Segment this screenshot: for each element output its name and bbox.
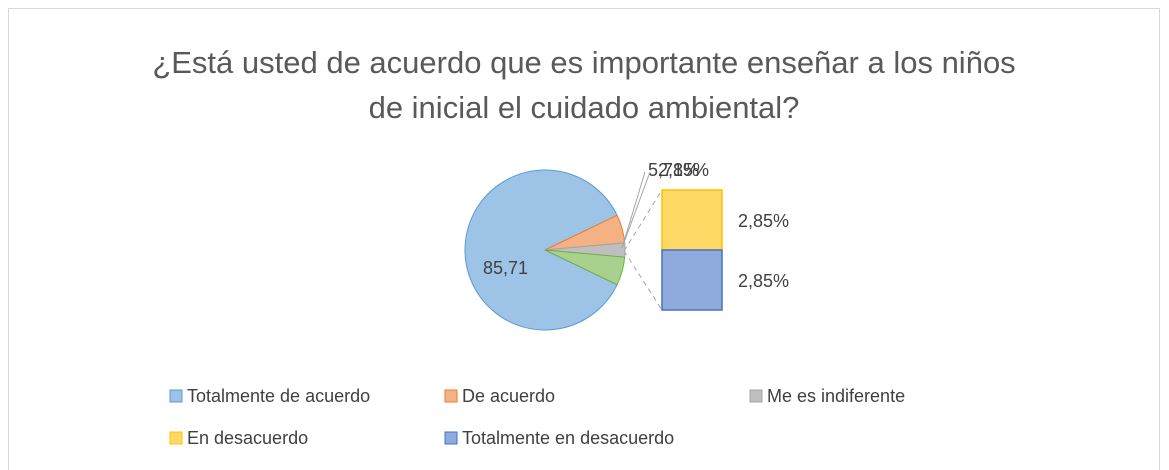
legend-swatch (169, 389, 183, 403)
legend-label: Me es indiferente (767, 386, 905, 406)
pie-other-slice (544, 249, 626, 286)
pie-slice (464, 169, 618, 331)
legend-label: De acuerdo (462, 386, 555, 406)
legend-swatch (444, 389, 458, 403)
connector (623, 189, 663, 252)
leader-line (621, 171, 651, 249)
data-label: 2,85% (738, 211, 789, 231)
legend-swatch (169, 431, 183, 445)
data-label: 5,71% (648, 160, 699, 180)
data-label: 2,85% (658, 160, 709, 180)
data-label: 85,71 (483, 258, 528, 278)
leader-line (621, 171, 646, 249)
legend-swatch (749, 389, 763, 403)
chart-title: ¿Está usted de acuerdo que es importante… (152, 45, 1016, 125)
bar-segment (661, 189, 723, 251)
legend-label: Totalmente en desacuerdo (462, 428, 674, 448)
data-label: 2,85% (738, 271, 789, 291)
legend-label: Totalmente de acuerdo (187, 386, 370, 406)
connector (623, 250, 663, 311)
legend-label: En desacuerdo (187, 428, 308, 448)
bar-segment (661, 249, 723, 311)
legend-swatch (444, 431, 458, 445)
